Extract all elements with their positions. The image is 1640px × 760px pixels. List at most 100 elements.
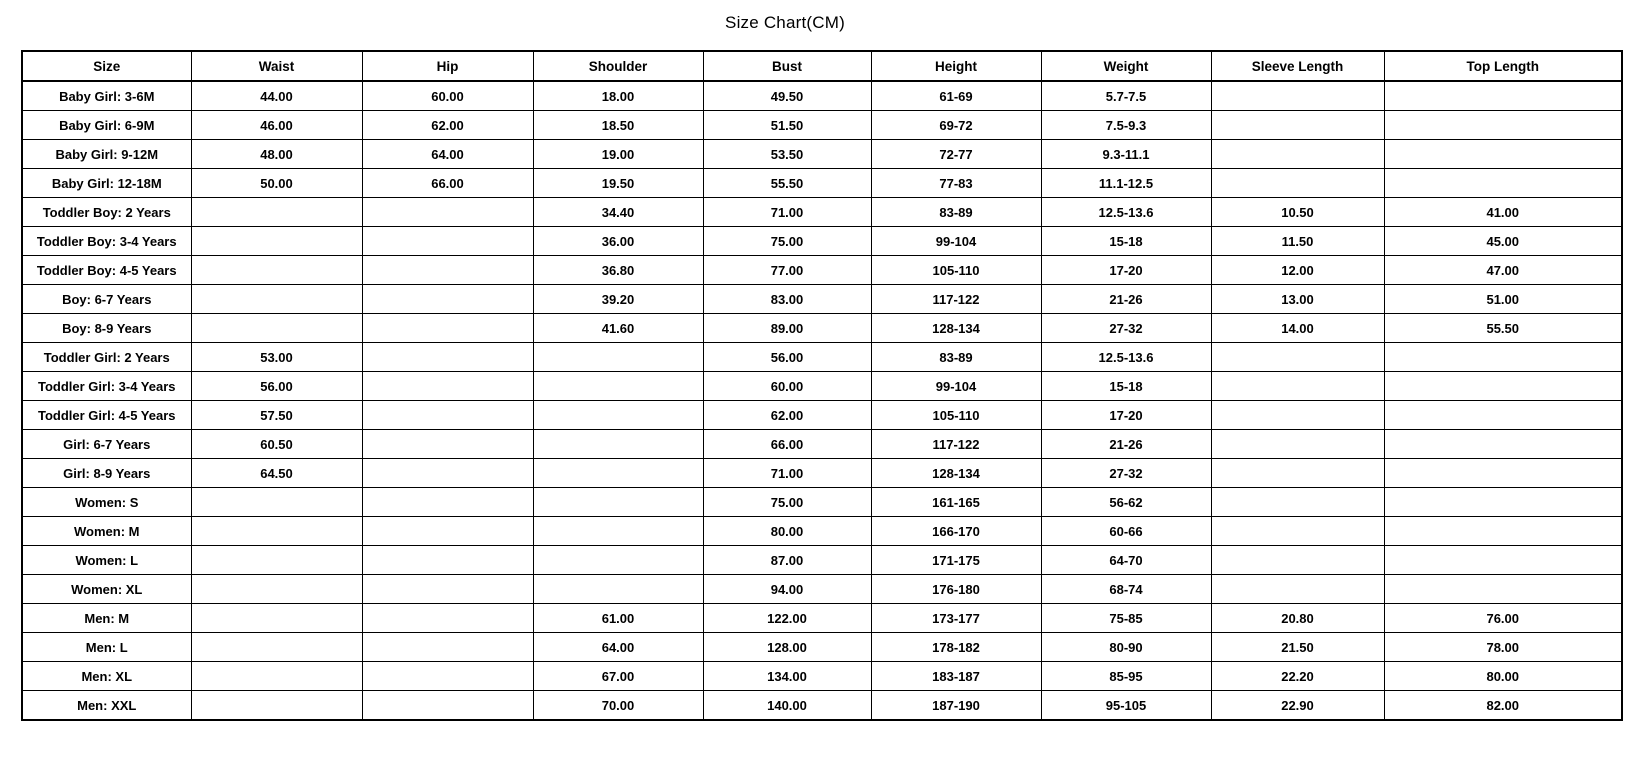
row-label-cell: Women: XL xyxy=(21,574,192,604)
table-cell: 41.60 xyxy=(532,313,704,343)
table-cell xyxy=(361,516,534,546)
table-cell xyxy=(361,342,534,372)
table-cell: 87.00 xyxy=(702,545,872,575)
table-cell: 15-18 xyxy=(1040,226,1212,256)
table-cell xyxy=(190,574,363,604)
table-cell: 18.50 xyxy=(532,110,704,140)
row-label-cell: Men: L xyxy=(21,632,192,662)
table-cell xyxy=(361,255,534,285)
table-cell xyxy=(1383,371,1623,401)
row-label-cell: Men: M xyxy=(21,603,192,633)
table-cell: 41.00 xyxy=(1383,197,1623,227)
table-cell: 128-134 xyxy=(870,458,1042,488)
table-cell xyxy=(1210,342,1385,372)
table-cell: 176-180 xyxy=(870,574,1042,604)
table-cell: 34.40 xyxy=(532,197,704,227)
table-cell: 55.50 xyxy=(1383,313,1623,343)
table-cell: 10.50 xyxy=(1210,197,1385,227)
table-cell xyxy=(1383,545,1623,575)
table-cell: 99-104 xyxy=(870,371,1042,401)
table-cell: 17-20 xyxy=(1040,255,1212,285)
table-cell: 85-95 xyxy=(1040,661,1212,691)
table-cell: 83.00 xyxy=(702,284,872,314)
table-cell: 75.00 xyxy=(702,226,872,256)
table-cell xyxy=(361,197,534,227)
table-cell xyxy=(361,400,534,430)
row-label-cell: Baby Girl: 12-18M xyxy=(21,168,192,198)
table-cell xyxy=(190,516,363,546)
table-cell: 64-70 xyxy=(1040,545,1212,575)
table-body: Baby Girl: 3-6M 44.00 60.00 18.00 49.50 61-69… xyxy=(21,80,1623,721)
table-row: Toddler Boy: 3-4 Years 36.00 75.00 99-104 15… xyxy=(21,226,1623,256)
table-cell xyxy=(361,284,534,314)
table-cell xyxy=(532,458,704,488)
table-cell: 78.00 xyxy=(1383,632,1623,662)
table-cell xyxy=(361,313,534,343)
table-cell: 105-110 xyxy=(870,255,1042,285)
table-cell xyxy=(1210,139,1385,169)
table-cell: 51.00 xyxy=(1383,284,1623,314)
table-row: Men: M 61.00 122.00 173-177 75-85 20.80 76.00 xyxy=(21,603,1623,633)
table-cell: 83-89 xyxy=(870,342,1042,372)
table-row: Women: S 75.00 161-165 56-62 xyxy=(21,487,1623,517)
table-cell: 14.00 xyxy=(1210,313,1385,343)
table-cell xyxy=(361,690,534,721)
table-cell: 64.50 xyxy=(190,458,363,488)
table-cell: 80.00 xyxy=(1383,661,1623,691)
table-cell: 44.00 xyxy=(190,80,363,111)
row-label-cell: Baby Girl: 6-9M xyxy=(21,110,192,140)
table-cell: 75.00 xyxy=(702,487,872,517)
row-label-cell: Baby Girl: 9-12M xyxy=(21,139,192,169)
table-cell: 128.00 xyxy=(702,632,872,662)
table-cell: 62.00 xyxy=(361,110,534,140)
table-cell: 51.50 xyxy=(702,110,872,140)
table-cell xyxy=(361,545,534,575)
table-row: Baby Girl: 12-18M 50.00 66.00 19.50 55.50 77-… xyxy=(21,168,1623,198)
table-cell: 57.50 xyxy=(190,400,363,430)
table-cell: 117-122 xyxy=(870,429,1042,459)
table-cell: 60-66 xyxy=(1040,516,1212,546)
table-cell xyxy=(532,574,704,604)
table-cell xyxy=(1210,487,1385,517)
table-cell xyxy=(361,226,534,256)
table-cell: 47.00 xyxy=(1383,255,1623,285)
row-label-cell: Baby Girl: 3-6M xyxy=(21,80,192,111)
table-row: Men: XXL 70.00 140.00 187-190 95-105 22.90 82.… xyxy=(21,690,1623,721)
table-row: Men: L 64.00 128.00 178-182 80-90 21.50 78.00 xyxy=(21,632,1623,662)
table-cell xyxy=(190,603,363,633)
table-cell: 82.00 xyxy=(1383,690,1623,721)
column-header-top-length: Top Length xyxy=(1383,50,1623,82)
table-cell xyxy=(190,197,363,227)
row-label-cell: Men: XXL xyxy=(21,690,192,721)
table-cell: 53.50 xyxy=(702,139,872,169)
row-label-cell: Toddler Girl: 3-4 Years xyxy=(21,371,192,401)
row-label-cell: Girl: 8-9 Years xyxy=(21,458,192,488)
table-cell: 15-18 xyxy=(1040,371,1212,401)
row-label-cell: Toddler Girl: 2 Years xyxy=(21,342,192,372)
table-cell: 27-32 xyxy=(1040,313,1212,343)
table-cell: 128-134 xyxy=(870,313,1042,343)
table-cell: 12.5-13.6 xyxy=(1040,197,1212,227)
table-cell: 17-20 xyxy=(1040,400,1212,430)
table-cell xyxy=(532,400,704,430)
row-label-cell: Women: L xyxy=(21,545,192,575)
table-cell: 13.00 xyxy=(1210,284,1385,314)
table-cell: 36.00 xyxy=(532,226,704,256)
table-cell xyxy=(1383,168,1623,198)
column-header-height: Height xyxy=(870,50,1042,82)
table-row: Baby Girl: 3-6M 44.00 60.00 18.00 49.50 61-69… xyxy=(21,80,1623,111)
table-cell: 95-105 xyxy=(1040,690,1212,721)
table-row: Girl: 8-9 Years 64.50 71.00 128-134 27-32 xyxy=(21,458,1623,488)
table-cell: 77-83 xyxy=(870,168,1042,198)
table-cell xyxy=(532,429,704,459)
table-cell: 9.3-11.1 xyxy=(1040,139,1212,169)
table-cell xyxy=(361,661,534,691)
table-cell xyxy=(1383,80,1623,111)
column-header-waist: Waist xyxy=(190,50,363,82)
table-cell xyxy=(1210,545,1385,575)
table-row: Boy: 8-9 Years 41.60 89.00 128-134 27-32 14.0… xyxy=(21,313,1623,343)
table-cell: 71.00 xyxy=(702,197,872,227)
table-cell: 70.00 xyxy=(532,690,704,721)
table-cell: 66.00 xyxy=(702,429,872,459)
